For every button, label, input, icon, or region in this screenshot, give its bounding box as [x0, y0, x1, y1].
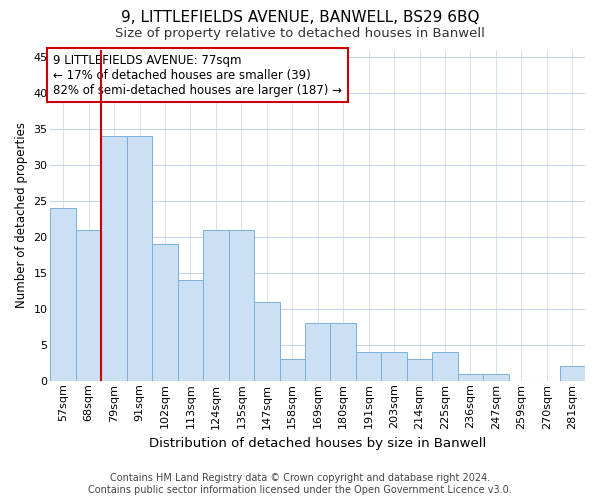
- Bar: [560, 366, 585, 381]
- Bar: [331, 323, 356, 381]
- Bar: [76, 230, 101, 381]
- Y-axis label: Number of detached properties: Number of detached properties: [15, 122, 28, 308]
- Bar: [382, 352, 407, 381]
- X-axis label: Distribution of detached houses by size in Banwell: Distribution of detached houses by size …: [149, 437, 487, 450]
- Bar: [432, 352, 458, 381]
- Bar: [254, 302, 280, 381]
- Bar: [229, 230, 254, 381]
- Bar: [407, 359, 432, 381]
- Bar: [152, 244, 178, 381]
- Bar: [458, 374, 483, 381]
- Bar: [101, 136, 127, 381]
- Bar: [50, 208, 76, 381]
- Bar: [305, 323, 331, 381]
- Bar: [178, 280, 203, 381]
- Bar: [280, 359, 305, 381]
- Text: Contains HM Land Registry data © Crown copyright and database right 2024.
Contai: Contains HM Land Registry data © Crown c…: [88, 474, 512, 495]
- Bar: [483, 374, 509, 381]
- Text: 9 LITTLEFIELDS AVENUE: 77sqm
← 17% of detached houses are smaller (39)
82% of se: 9 LITTLEFIELDS AVENUE: 77sqm ← 17% of de…: [53, 54, 342, 96]
- Text: 9, LITTLEFIELDS AVENUE, BANWELL, BS29 6BQ: 9, LITTLEFIELDS AVENUE, BANWELL, BS29 6B…: [121, 10, 479, 25]
- Bar: [356, 352, 382, 381]
- Text: Size of property relative to detached houses in Banwell: Size of property relative to detached ho…: [115, 28, 485, 40]
- Bar: [127, 136, 152, 381]
- Bar: [203, 230, 229, 381]
